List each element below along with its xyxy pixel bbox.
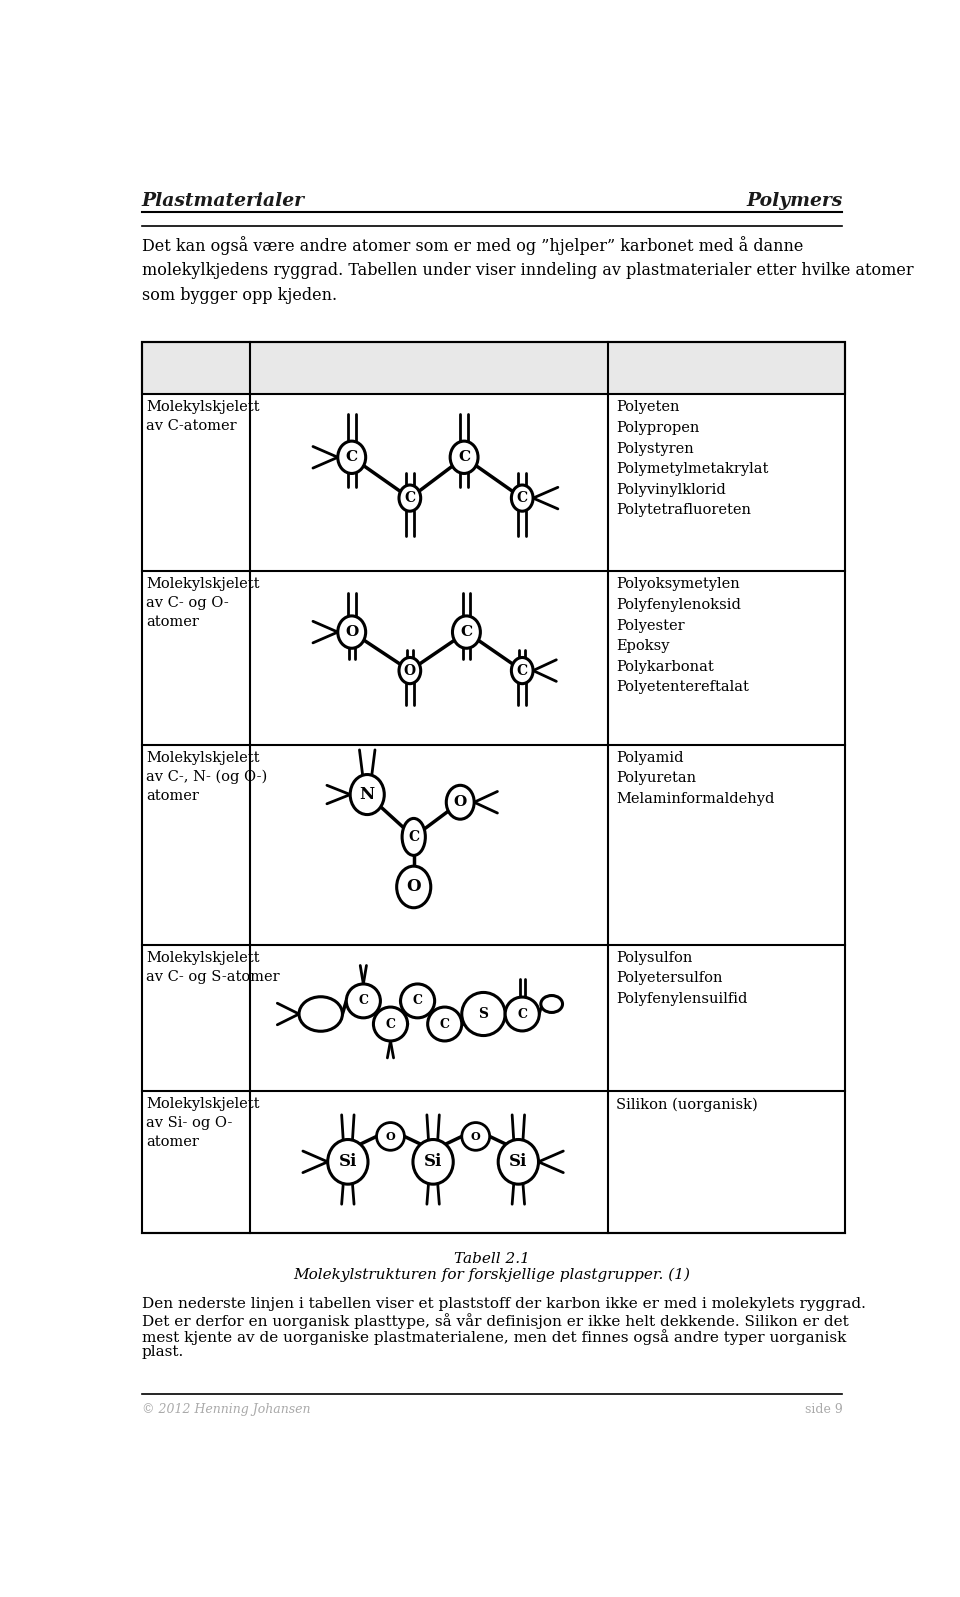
Text: Molekylskjelett
av C-, N- (og O-)
atomer: Molekylskjelett av C-, N- (og O-) atomer bbox=[146, 751, 268, 803]
Text: C: C bbox=[404, 492, 416, 505]
Text: O: O bbox=[386, 1131, 396, 1142]
Text: C: C bbox=[458, 450, 470, 465]
Text: C: C bbox=[358, 995, 369, 1008]
Text: Si: Si bbox=[424, 1153, 443, 1171]
Ellipse shape bbox=[413, 1140, 453, 1183]
Ellipse shape bbox=[327, 1140, 368, 1183]
Text: S: S bbox=[478, 1008, 489, 1020]
Ellipse shape bbox=[338, 616, 366, 648]
Text: side 9: side 9 bbox=[804, 1402, 842, 1417]
Text: Struktureksempel: Struktureksempel bbox=[259, 347, 398, 361]
Text: C: C bbox=[516, 664, 528, 677]
Text: Polysulfon
Polyetersulfon
Polyfenylensuilfid: Polysulfon Polyetersulfon Polyfenylensui… bbox=[616, 950, 748, 1006]
Text: C: C bbox=[517, 1008, 527, 1020]
Text: Tabell 2.1: Tabell 2.1 bbox=[454, 1252, 530, 1266]
Text: O: O bbox=[470, 1131, 481, 1142]
Text: Det er derfor en uorganisk plasttype, så vår definisjon er ikke helt dekkende. S: Det er derfor en uorganisk plasttype, så… bbox=[142, 1313, 849, 1329]
Text: Polyoksymetylen
Polyfenylenoksid
Polyester
Epoksy
Polykarbonat
Polyetentereftala: Polyoksymetylen Polyfenylenoksid Polyest… bbox=[616, 578, 749, 695]
Ellipse shape bbox=[396, 866, 431, 907]
Circle shape bbox=[376, 1123, 404, 1150]
Ellipse shape bbox=[498, 1140, 539, 1183]
Text: Polymers: Polymers bbox=[746, 192, 842, 211]
Ellipse shape bbox=[540, 995, 563, 1012]
Text: C: C bbox=[413, 995, 422, 1008]
Ellipse shape bbox=[338, 441, 366, 473]
Text: Molekylstrukturen for forskjellige plastgrupper. (1): Molekylstrukturen for forskjellige plast… bbox=[294, 1268, 690, 1282]
Circle shape bbox=[505, 997, 540, 1032]
Ellipse shape bbox=[402, 818, 425, 856]
Circle shape bbox=[373, 1008, 408, 1041]
Text: Silikon (uorganisk): Silikon (uorganisk) bbox=[616, 1097, 757, 1112]
Text: Molekylskjelett
av C- og O-
atomer: Molekylskjelett av C- og O- atomer bbox=[146, 578, 260, 629]
Ellipse shape bbox=[452, 616, 480, 648]
Text: Det kan også være andre atomer som er med og ”hjelper” karbonet med å danne
mole: Det kan også være andre atomer som er me… bbox=[142, 236, 913, 303]
Text: Hoved-
byggesteiner: Hoved- byggesteiner bbox=[146, 347, 248, 378]
Text: Molekylskjelett
av Si- og O-
atomer: Molekylskjelett av Si- og O- atomer bbox=[146, 1097, 260, 1150]
Text: Polyeten
Polypropen
Polystyren
Polymetylmetakrylat
Polyvinylklorid
Polytetrafluo: Polyeten Polypropen Polystyren Polymetyl… bbox=[616, 401, 768, 517]
Text: C: C bbox=[386, 1017, 396, 1030]
Ellipse shape bbox=[350, 775, 384, 814]
Text: Molekylskjelett
av C-atomer: Molekylskjelett av C-atomer bbox=[146, 401, 260, 433]
Text: mest kjente av de uorganiske plastmaterialene, men det finnes også andre typer u: mest kjente av de uorganiske plastmateri… bbox=[142, 1329, 846, 1345]
Text: Plastmaterialer: Plastmaterialer bbox=[142, 192, 304, 211]
Ellipse shape bbox=[399, 485, 420, 511]
Bar bbox=[142, 342, 845, 1233]
Circle shape bbox=[400, 984, 435, 1017]
Ellipse shape bbox=[512, 485, 533, 511]
Text: Molekylskjelett
av C- og S-atomer: Molekylskjelett av C- og S-atomer bbox=[146, 950, 280, 984]
Text: Si: Si bbox=[509, 1153, 528, 1171]
Circle shape bbox=[427, 1008, 462, 1041]
Text: Den nederste linjen i tabellen viser et plaststoff der karbon ikke er med i mole: Den nederste linjen i tabellen viser et … bbox=[142, 1297, 866, 1311]
Bar bbox=[142, 342, 845, 394]
Text: C: C bbox=[516, 492, 528, 505]
Ellipse shape bbox=[512, 658, 533, 684]
Text: O: O bbox=[345, 624, 358, 639]
Text: Polyamid
Polyuretan
Melaminformaldehyd: Polyamid Polyuretan Melaminformaldehyd bbox=[616, 751, 775, 806]
Text: C: C bbox=[408, 830, 420, 843]
Circle shape bbox=[462, 992, 505, 1035]
Text: C: C bbox=[440, 1017, 449, 1030]
Text: C: C bbox=[346, 450, 358, 465]
Text: Si: Si bbox=[339, 1153, 357, 1171]
Ellipse shape bbox=[299, 997, 343, 1032]
Text: Eksempel på
plastmaterialer: Eksempel på plastmaterialer bbox=[616, 347, 734, 380]
Text: plast.: plast. bbox=[142, 1345, 184, 1359]
Circle shape bbox=[462, 1123, 490, 1150]
Circle shape bbox=[347, 984, 380, 1017]
Text: O: O bbox=[454, 795, 467, 810]
Text: © 2012 Henning Johansen: © 2012 Henning Johansen bbox=[142, 1402, 310, 1417]
Ellipse shape bbox=[399, 658, 420, 684]
Text: N: N bbox=[360, 786, 374, 803]
Ellipse shape bbox=[450, 441, 478, 473]
Text: C: C bbox=[461, 624, 472, 639]
Text: O: O bbox=[404, 664, 416, 677]
Text: O: O bbox=[406, 878, 421, 896]
Ellipse shape bbox=[446, 786, 474, 819]
